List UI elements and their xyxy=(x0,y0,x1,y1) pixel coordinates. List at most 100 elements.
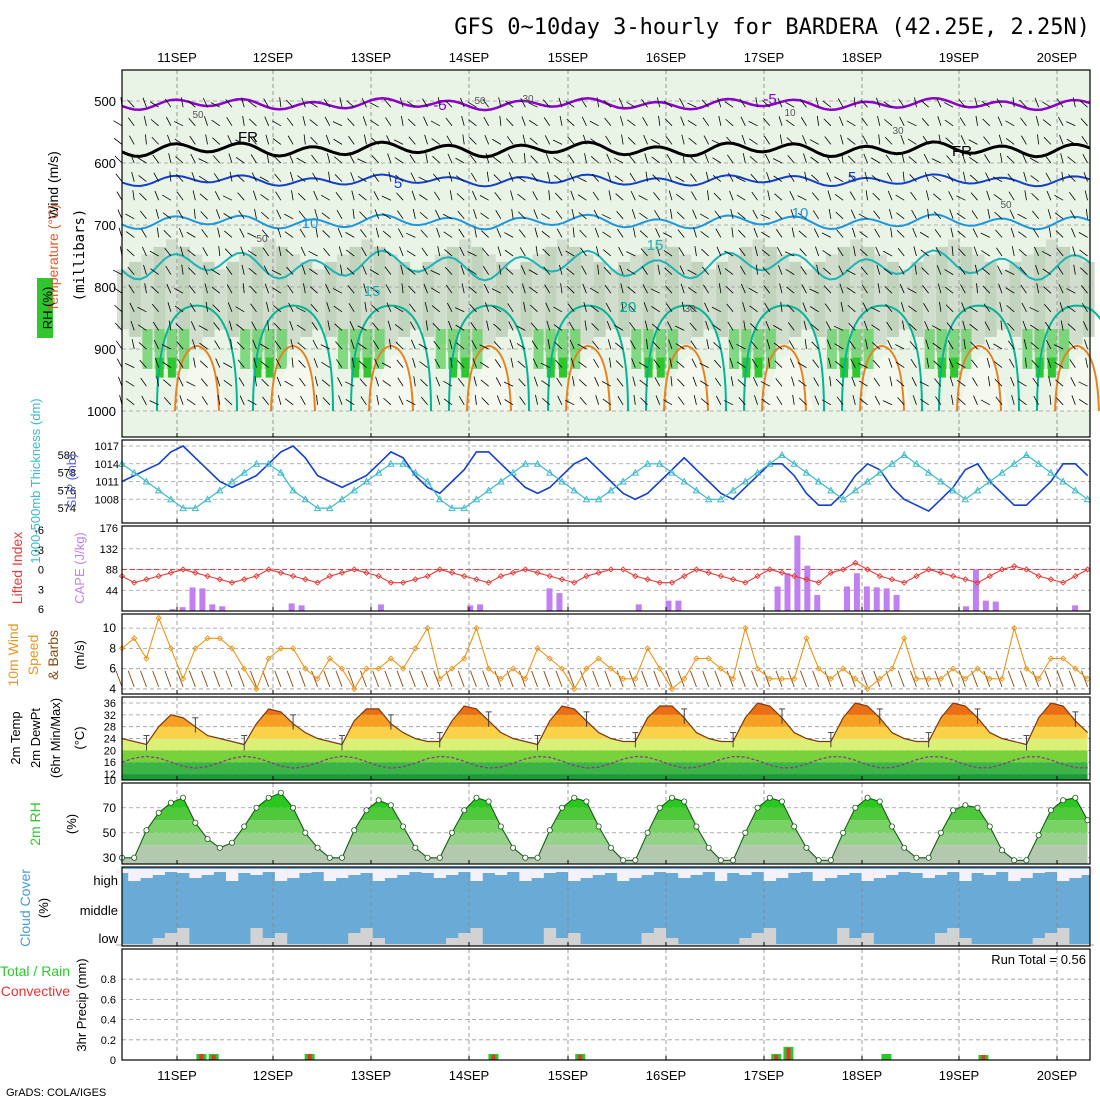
thickness-tick-label: 578 xyxy=(58,468,76,480)
wind-barb xyxy=(687,120,697,127)
wind-barb xyxy=(566,118,575,127)
wind-barb xyxy=(240,246,245,257)
precip-conv-bar xyxy=(786,1047,791,1060)
wind-barb xyxy=(155,358,160,368)
wind-barb xyxy=(969,174,978,182)
rh-point xyxy=(950,807,957,814)
wind-barb xyxy=(216,376,221,387)
wind-barb xyxy=(180,246,184,257)
wind-barb xyxy=(1009,358,1015,368)
cloud-low xyxy=(934,933,948,946)
wind-barb-10m xyxy=(360,670,367,687)
wind-barb xyxy=(762,267,771,275)
wind-barb xyxy=(687,102,697,108)
wind-barb xyxy=(619,265,624,275)
li-point xyxy=(314,579,321,586)
wind-barb xyxy=(798,397,807,406)
wind-barb xyxy=(1017,213,1027,220)
wind-speed-point xyxy=(717,665,725,672)
wind-barb xyxy=(1067,323,1076,331)
wind-barb xyxy=(479,195,489,201)
panel-frame-slp xyxy=(121,439,1091,524)
wind-barb xyxy=(241,97,245,108)
cloud-low xyxy=(177,928,190,946)
wind-barb xyxy=(570,357,575,368)
wind-barb xyxy=(591,173,599,182)
wind-barb xyxy=(480,379,489,387)
rh-band xyxy=(178,246,191,352)
rh-band xyxy=(691,261,704,337)
dewpoint-series xyxy=(121,755,1088,769)
cloud-high xyxy=(201,869,214,875)
rh-point xyxy=(827,857,834,864)
cloud-high xyxy=(470,869,483,881)
wind-barb xyxy=(998,283,1003,294)
wind-speed-point xyxy=(241,665,248,672)
wind-speed-point xyxy=(522,675,529,682)
rh-band-moist xyxy=(655,329,666,369)
wind-barb xyxy=(396,359,404,368)
rh-point xyxy=(644,829,651,836)
wind-barb xyxy=(699,362,709,368)
wind-barb xyxy=(468,119,477,127)
wind-barb xyxy=(448,171,453,182)
wind-barb xyxy=(364,301,367,312)
wind-speed-point xyxy=(571,685,578,693)
wind-barb xyxy=(444,249,453,257)
wind-barb xyxy=(999,301,1003,312)
cape-bar xyxy=(546,588,553,611)
wind-barb xyxy=(239,395,245,405)
wind-barb xyxy=(165,116,172,126)
date-label-bottom: 17SEP xyxy=(744,1068,784,1083)
wind-barb xyxy=(565,101,575,108)
wind-speed-point xyxy=(179,675,187,682)
wind-barb xyxy=(309,286,318,294)
wind-barb xyxy=(548,190,551,201)
thickness-point xyxy=(484,486,493,494)
wind-barb xyxy=(1037,134,1040,145)
wind-barb xyxy=(896,379,905,387)
cape-tick-label: 132 xyxy=(100,544,118,556)
wind-barb xyxy=(251,321,257,331)
wind-barb xyxy=(1006,305,1015,313)
wind-barb xyxy=(558,97,563,108)
wind-barb-10m xyxy=(225,670,233,687)
wind-barb xyxy=(212,304,221,313)
wind-barb xyxy=(394,306,404,313)
wind-barb xyxy=(387,320,392,331)
cape-bar xyxy=(963,606,969,611)
wind-barb xyxy=(482,98,489,108)
ylabel-temp-unit: (°C) xyxy=(72,726,87,749)
ylabel-millibars: (millibars) xyxy=(72,209,88,302)
cape-bar xyxy=(992,601,999,611)
wind-barb xyxy=(328,171,331,182)
wind-barb xyxy=(137,324,147,331)
wind-barb xyxy=(971,359,978,368)
wind-barb xyxy=(1068,191,1076,201)
wind-barb xyxy=(1035,264,1040,275)
wind-barb xyxy=(950,227,954,238)
wind-barb xyxy=(565,399,575,406)
wind-barb xyxy=(1045,339,1052,350)
wind-speed-point xyxy=(1059,655,1067,662)
rh-area xyxy=(122,792,1088,864)
wind-barb xyxy=(594,376,600,387)
wind-barb xyxy=(541,397,551,406)
wind-barb xyxy=(332,288,343,294)
wind-barb xyxy=(898,98,905,108)
cloud-high xyxy=(519,869,532,881)
contour-label: 50 xyxy=(256,234,268,245)
cloud-high xyxy=(861,869,874,881)
wind-barb xyxy=(602,398,612,406)
wind-barb xyxy=(883,250,893,257)
cape-tick-label: 88 xyxy=(106,565,118,577)
wind-barb xyxy=(116,358,123,368)
wind-barb xyxy=(1058,116,1064,126)
thickness-point xyxy=(154,486,163,494)
precip-tick-label: 0.2 xyxy=(101,1035,116,1047)
wind-barb xyxy=(902,320,905,331)
li-point xyxy=(155,572,162,580)
rh-point xyxy=(620,857,627,864)
wind-speed-point xyxy=(143,655,150,662)
wind-barb xyxy=(809,306,819,313)
